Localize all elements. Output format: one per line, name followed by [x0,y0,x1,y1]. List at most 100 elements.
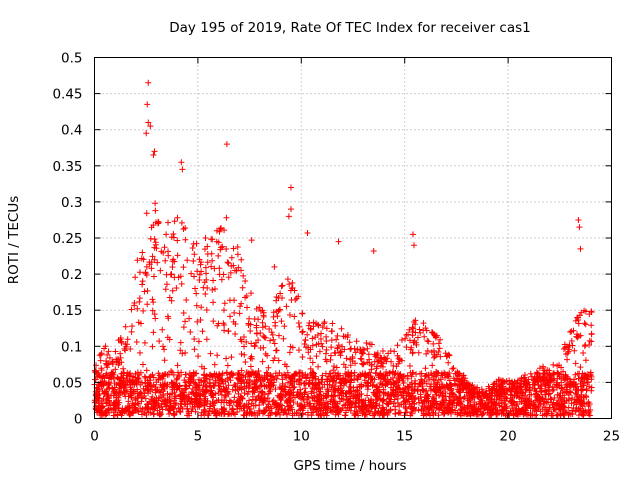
data-point [195,353,202,360]
data-point [416,326,423,333]
data-point [173,408,180,415]
data-point [139,361,146,368]
data-point [247,328,254,335]
data-point [433,401,440,408]
data-point [327,370,334,377]
data-point [581,375,588,382]
data-point [500,377,507,384]
data-point [352,360,359,367]
data-point [315,411,322,418]
data-point [486,385,493,392]
data-point [527,405,534,412]
data-point [409,406,416,413]
data-point [327,352,334,359]
data-point [522,389,529,396]
data-point [272,386,279,393]
data-point [341,412,348,419]
data-point [103,411,110,418]
data-point [499,406,506,413]
data-point [150,329,157,336]
data-point [111,384,118,391]
data-point [569,407,576,414]
data-point [319,372,326,379]
data-point [196,395,203,402]
data-point [540,363,547,370]
data-point [374,384,381,391]
data-point [179,350,186,357]
y-tick-label: 0.3 [61,195,82,211]
data-point [428,403,435,410]
data-point [575,216,582,223]
data-point [123,343,130,350]
data-point [230,245,237,252]
data-point [269,374,276,381]
data-point [466,406,473,413]
data-point [246,397,253,404]
data-point [97,412,104,419]
data-point [203,387,210,394]
data-point [410,318,417,325]
data-point [473,401,480,408]
data-point [260,333,267,340]
data-point [441,369,448,376]
data-point [443,381,450,388]
data-point [435,392,442,399]
data-point [405,383,412,390]
data-point [206,408,213,415]
y-tick-label: 0.1 [61,339,82,355]
data-point [359,410,366,417]
data-point [126,377,133,384]
data-point [346,339,353,346]
data-point [243,368,250,375]
data-point [267,410,274,417]
data-point [321,320,328,327]
data-point [122,406,129,413]
data-point [180,264,187,271]
data-point [236,371,243,378]
data-point [280,335,287,342]
data-point [195,338,202,345]
data-point [161,401,168,408]
data-point [230,399,237,406]
data-point [133,339,140,346]
data-point [521,372,528,379]
data-point [196,271,203,278]
data-point [216,228,223,235]
data-point [584,371,591,378]
data-point [318,402,325,409]
data-point [242,373,249,380]
data-point [143,130,150,137]
data-point [331,349,338,356]
data-point [274,313,281,320]
data-point [541,370,548,377]
data-point [158,393,164,400]
data-point [238,351,245,358]
data-point [574,331,581,338]
data-point [391,396,398,403]
data-point [368,362,375,369]
data-point [307,355,314,362]
data-point [582,407,589,414]
data-point [235,370,242,377]
data-point [377,372,384,379]
data-point [124,336,131,343]
data-point [337,349,344,356]
data-point [194,404,201,411]
data-point [202,375,209,382]
data-point [271,354,278,361]
data-point [489,385,496,392]
data-point [174,362,181,369]
data-point [435,340,442,347]
data-point [266,385,273,392]
data-point [129,323,136,330]
data-point [168,390,175,397]
data-point [319,343,326,350]
data-point [248,237,255,244]
axis-ticks: 0 5 10 15 20 25 0 0.05 0.1 0.15 0.2 0.25 0.3 0.35 0.4 0… [52,51,620,445]
data-point [488,396,495,403]
x-tick-label: 20 [500,429,517,445]
data-point [232,331,239,338]
data-point [358,356,365,363]
data-point [277,391,284,398]
data-point [561,341,568,348]
